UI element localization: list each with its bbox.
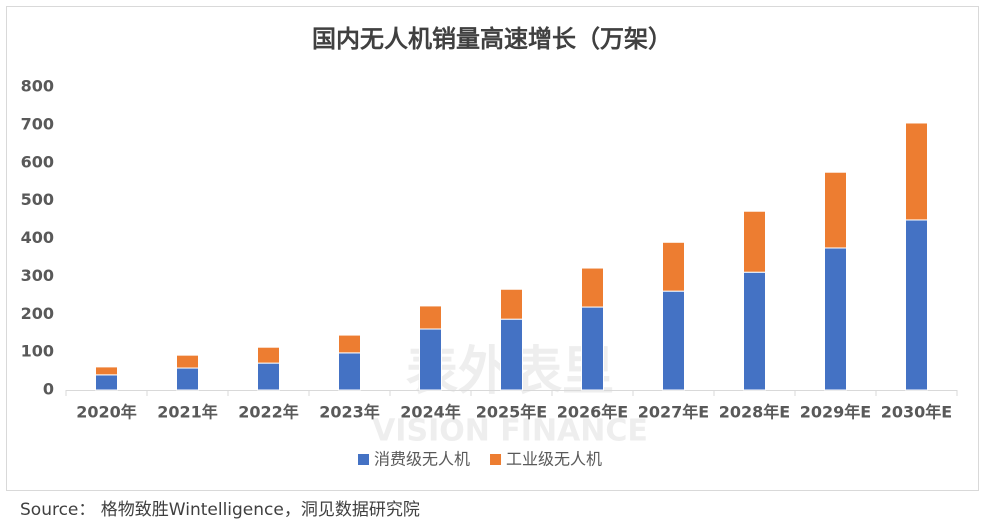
bar-segment [662,241,685,292]
bar-segment [905,122,928,221]
watermark: VISION FINANCE [372,414,648,449]
bar-segment [338,352,361,391]
y-tick-label: 100 [21,342,54,361]
bar-segment [500,318,523,391]
bar-segment [581,306,604,391]
bar-segment [419,305,442,330]
bar-segment [500,288,523,320]
x-tick-label: 2020年 [76,403,137,422]
x-tick-label: 2028年E [719,403,790,422]
bar-segment [257,346,280,364]
bar-segment [176,367,199,391]
x-tick-label: 2021年 [157,403,218,422]
bar-segment [338,334,361,354]
bar-segment [743,210,766,273]
bar-segment [257,362,280,391]
legend-swatch [358,454,369,465]
x-tick-label: 2023年 [319,403,380,422]
x-tick-label: 2027年E [638,403,709,422]
bar-segment [824,171,847,249]
y-tick-label: 300 [21,266,54,285]
bar-segment [662,290,685,391]
bar-segment [743,271,766,391]
x-tick-label: 2024年 [400,403,461,422]
bar-segment [905,219,928,391]
y-tick-label: 0 [43,380,54,399]
chart-title: 国内无人机销量高速增长（万架） [312,25,672,53]
y-tick-label: 700 [21,114,54,133]
x-tick-label: 2026年E [557,403,628,422]
legend-label: 工业级无人机 [506,450,602,469]
source-note: Source： 格物致胜Wintelligence，洞见数据研究院 [20,500,420,520]
y-tick-label: 200 [21,304,54,323]
bar-segment [176,354,199,369]
bar-segment [95,374,118,391]
chart-frame [6,6,979,491]
legend-swatch [490,454,502,465]
x-tick-label: 2029年E [800,403,871,422]
bar-segment [824,247,847,391]
y-tick-label: 500 [21,190,54,209]
x-tick-label: 2030年E [881,403,952,422]
bar-segment [419,328,442,391]
bar-segment [581,267,604,308]
x-tick-label: 2025年E [476,403,547,422]
y-tick-label: 600 [21,152,54,171]
y-tick-label: 800 [21,77,54,96]
legend-label: 消费级无人机 [374,450,470,469]
y-tick-label: 400 [21,228,54,247]
x-tick-label: 2022年 [238,403,299,422]
bar-segment [95,366,118,376]
